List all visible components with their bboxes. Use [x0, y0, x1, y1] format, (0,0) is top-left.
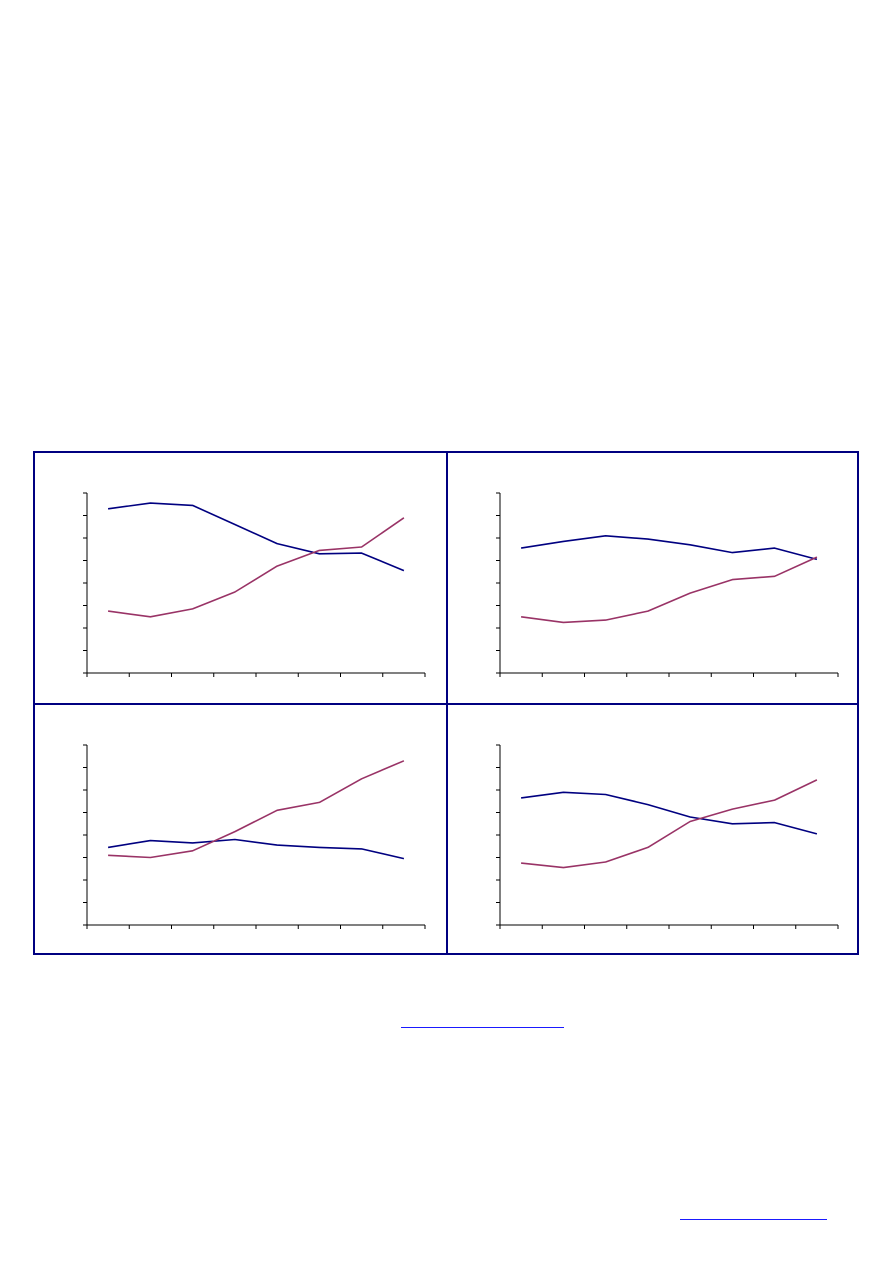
link-underline-center[interactable]: [401, 1027, 564, 1028]
chart-panel-bottom-left: [83, 744, 426, 929]
series-line-2: [520, 556, 818, 624]
series-line-1: [520, 791, 818, 835]
series-line-1: [107, 838, 405, 860]
link-underline-bottom-right[interactable]: [680, 1219, 827, 1220]
series-line-2: [107, 517, 405, 618]
series-line-2: [521, 779, 818, 869]
chart-panel-top-right: [496, 492, 839, 677]
grid-divider-horizontal: [35, 703, 857, 705]
chart-panel-bottom-right: [496, 744, 839, 929]
chart-grid-frame: [33, 451, 859, 955]
series-line-1: [107, 502, 405, 572]
series-line-1: [520, 535, 818, 561]
series-line-2: [108, 760, 405, 859]
chart-panel-top-left: [83, 492, 426, 677]
